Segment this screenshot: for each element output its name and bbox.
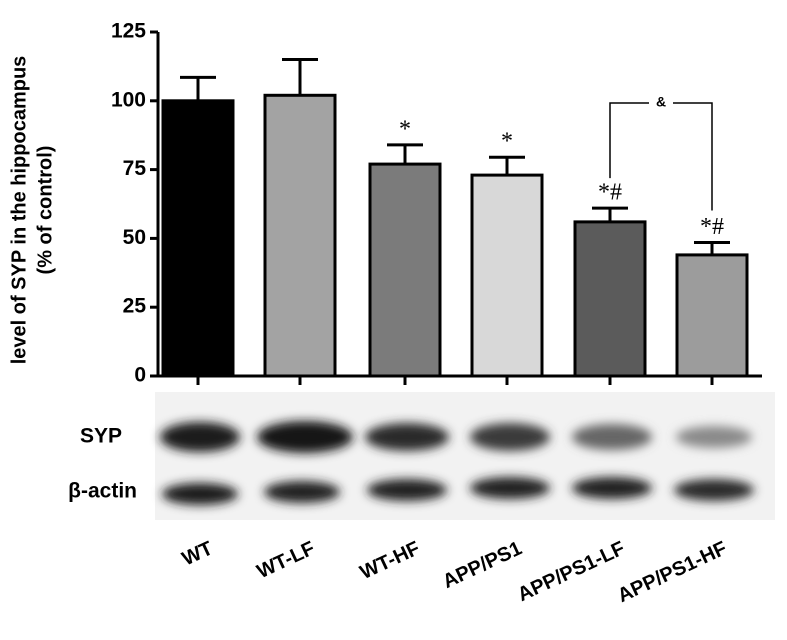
significance-mark: *#: [700, 214, 724, 240]
y-tick-label: 0: [134, 364, 146, 387]
y-tick-label: 100: [111, 88, 146, 111]
y-axis-title: level of SYP in the hippocampus: [8, 56, 30, 365]
blot-label: β-actin: [68, 480, 137, 503]
bar: [573, 220, 647, 378]
bar: [263, 93, 337, 378]
y-tick-label: 125: [111, 20, 146, 43]
bar: [368, 162, 442, 378]
significance-mark: *#: [598, 180, 622, 206]
significance-mark: *: [399, 116, 411, 142]
x-tick-label: WT: [179, 537, 216, 570]
x-tick-label: APP/PS1-LF: [514, 537, 628, 606]
y-tick-label: 50: [123, 226, 146, 249]
bar: [675, 253, 749, 378]
significance-mark: *: [501, 129, 513, 155]
x-tick-label: APP/PS1: [439, 537, 525, 593]
bar: [161, 99, 235, 378]
bracket-label: &: [656, 94, 666, 110]
y-axis-title: (% of control): [34, 146, 56, 275]
x-tick-label: WT-HF: [357, 537, 424, 584]
x-tick-label: WT-LF: [254, 537, 319, 583]
y-tick-label: 75: [123, 157, 147, 180]
bar: [470, 173, 544, 378]
y-tick-label: 25: [123, 295, 147, 318]
blot-label: SYP: [80, 425, 122, 448]
blot-image: [155, 392, 775, 520]
x-tick-label: APP/PS1-HF: [614, 537, 730, 607]
bracket-gap: [649, 94, 673, 112]
significance-bracket: [609, 102, 713, 211]
